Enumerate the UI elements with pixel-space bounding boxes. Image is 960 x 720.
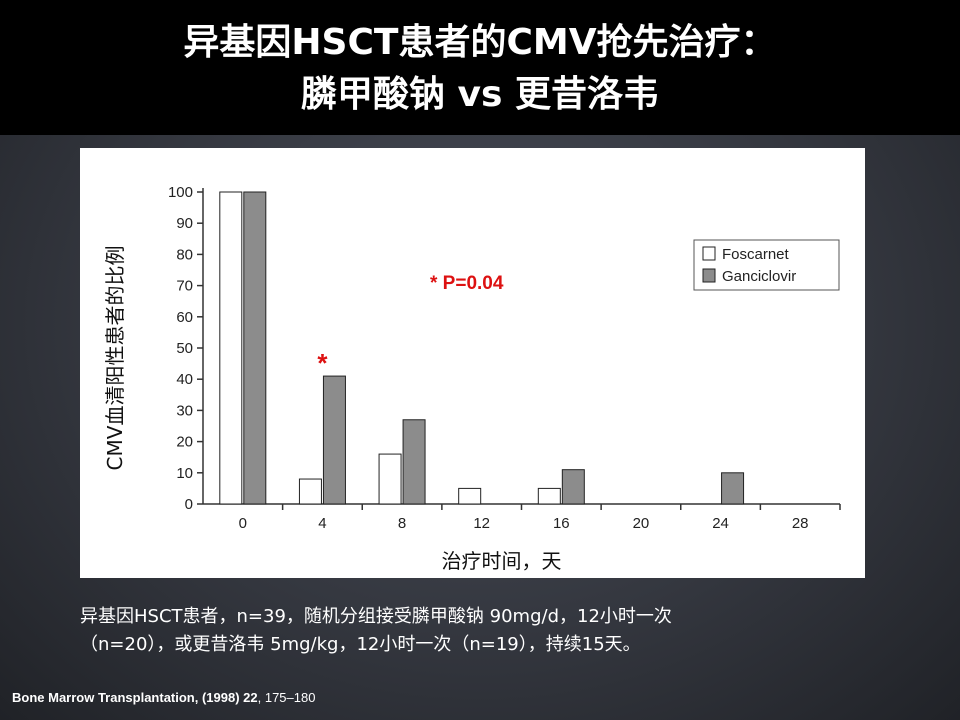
p-value-annotation: * P=0.04	[430, 273, 504, 294]
x-tick-label: 16	[553, 515, 570, 532]
citation-pages: , 175–180	[257, 690, 316, 705]
x-tick-label: 12	[473, 515, 490, 532]
x-tick-label: 8	[398, 515, 406, 532]
bar-foscarnet-16	[537, 487, 561, 505]
bar-chart: 0 10 20 30 40 50 60 70 80 90 100 0 4 8 12 16 20 24 28 CMV血清…	[103, 184, 841, 573]
bar-foscarnet-8	[378, 453, 402, 505]
bar-foscarnet-4	[298, 478, 322, 505]
y-tick-label: 40	[176, 371, 193, 388]
x-tick-label: 20	[633, 515, 650, 532]
y-tick-label: 0	[185, 496, 193, 513]
bar-ganciclovir-16	[561, 469, 585, 505]
x-tick-label: 24	[712, 515, 729, 532]
y-tick-label: 10	[176, 465, 193, 482]
legend-box	[693, 239, 840, 291]
y-tick-label: 20	[176, 434, 193, 451]
x-tick-label: 28	[792, 515, 809, 532]
y-tick-label: 50	[176, 340, 193, 357]
y-tick-label: 80	[176, 246, 193, 263]
bar-ganciclovir-8	[402, 419, 426, 505]
legend-label-ganciclovir: Ganciclovir	[722, 268, 796, 285]
y-tick-label: 30	[176, 402, 193, 419]
caption-line2: （n=20），或更昔洛韦 5mg/kg，12小时一次（n=19），持续15天。	[80, 634, 641, 655]
x-tick-label: 0	[239, 515, 247, 532]
legend-swatch-ganciclovir	[702, 268, 716, 283]
x-tick-label: 4	[318, 515, 326, 532]
title-band	[0, 0, 960, 135]
y-tick-label: 60	[176, 309, 193, 326]
bar-foscarnet-12	[458, 487, 482, 505]
chart-panel: 0 10 20 30 40 50 60 70 80 90 100 0 4 8 12 16 20 24 28 CMV血清…	[80, 148, 865, 578]
bar-ganciclovir-4	[322, 375, 346, 505]
x-axis-title: 治疗时间，天	[442, 549, 562, 573]
legend-swatch-foscarnet	[702, 246, 716, 261]
bar-ganciclovir-24	[721, 472, 745, 505]
significance-star: *	[317, 348, 328, 378]
y-axis-title: CMV血清阳性患者的比例	[103, 246, 127, 471]
slide-title-line2: 膦甲酸钠 vs 更昔洛韦	[301, 74, 659, 115]
citation-journal: Bone Marrow Transplantation, (1998) 22	[12, 690, 258, 705]
legend-label-foscarnet: Foscarnet	[722, 246, 790, 263]
citation: Bone Marrow Transplantation, (1998) 22, …	[12, 690, 315, 705]
y-tick-label: 70	[176, 278, 193, 295]
slide-title-line1: 异基因HSCT患者的CMV抢先治疗：	[183, 22, 777, 63]
bar-foscarnet-0	[219, 191, 243, 505]
y-tick-label: 100	[168, 184, 193, 201]
bar-ganciclovir-0	[243, 191, 267, 505]
caption-line1: 异基因HSCT患者，n=39，随机分组接受膦甲酸钠 90mg/d，12小时一次	[80, 606, 672, 627]
y-tick-label: 90	[176, 215, 193, 232]
